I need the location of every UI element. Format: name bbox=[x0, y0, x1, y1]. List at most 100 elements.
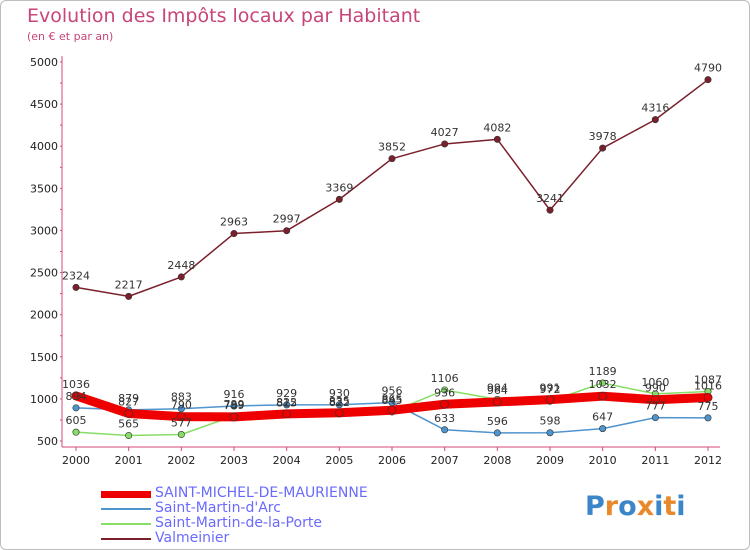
data-point bbox=[545, 395, 555, 404]
x-tick-label: 2002 bbox=[167, 454, 195, 467]
data-point bbox=[72, 404, 80, 412]
proxiti-logo: Proxiti bbox=[585, 491, 686, 522]
data-point bbox=[599, 379, 607, 387]
x-tick-label: 2007 bbox=[431, 454, 459, 467]
legend-swatch bbox=[101, 538, 151, 540]
data-label: 2217 bbox=[115, 278, 143, 291]
data-label: 799 bbox=[224, 398, 245, 411]
data-label: 1060 bbox=[641, 376, 669, 389]
data-label: 596 bbox=[487, 415, 508, 428]
y-tick-label: 5000 bbox=[30, 56, 58, 69]
data-label: 577 bbox=[171, 417, 192, 430]
data-point bbox=[441, 426, 449, 434]
data-label: 827 bbox=[118, 395, 139, 408]
y-tick-label: 4000 bbox=[30, 140, 58, 153]
data-label: 1087 bbox=[694, 374, 722, 387]
data-point bbox=[177, 412, 186, 421]
data-label: 598 bbox=[540, 415, 561, 428]
data-point bbox=[230, 402, 238, 410]
data-point bbox=[71, 391, 81, 401]
data-label: 815 bbox=[276, 396, 297, 409]
data-label: 633 bbox=[434, 412, 455, 425]
data-label: 789 bbox=[224, 399, 245, 412]
data-label: 822 bbox=[276, 396, 297, 409]
data-label: 916 bbox=[224, 388, 245, 401]
data-label: 790 bbox=[171, 399, 192, 412]
data-point bbox=[177, 273, 185, 281]
y-tick-label: 500 bbox=[37, 435, 58, 448]
data-point bbox=[546, 429, 554, 437]
data-label: 883 bbox=[171, 391, 192, 404]
chart-subtitle: (en € et par an) bbox=[27, 30, 114, 43]
data-point bbox=[441, 386, 449, 394]
x-tick-label: 2010 bbox=[589, 454, 617, 467]
x-tick-label: 2005 bbox=[325, 454, 353, 467]
data-label: 936 bbox=[434, 386, 455, 399]
data-label: 4027 bbox=[431, 126, 459, 139]
data-point bbox=[441, 140, 449, 148]
data-label: 1036 bbox=[62, 378, 90, 391]
data-point bbox=[282, 409, 291, 419]
legend-swatch bbox=[101, 523, 151, 525]
data-label: 845 bbox=[382, 394, 403, 407]
data-point bbox=[335, 408, 344, 418]
data-point bbox=[388, 155, 396, 163]
data-label: 2324 bbox=[62, 269, 90, 282]
data-label: 956 bbox=[382, 385, 403, 398]
data-label: 4082 bbox=[483, 121, 511, 134]
y-tick-label: 1500 bbox=[30, 351, 58, 364]
data-point bbox=[229, 412, 239, 422]
data-point bbox=[493, 397, 502, 407]
data-label: 1016 bbox=[694, 380, 722, 393]
x-tick-label: 2004 bbox=[273, 454, 301, 467]
data-point bbox=[387, 405, 397, 415]
data-label: 647 bbox=[592, 411, 613, 424]
data-point bbox=[335, 401, 343, 409]
data-label: 972 bbox=[540, 383, 561, 396]
y-tick-label: 2000 bbox=[30, 309, 58, 322]
y-tick-label: 3500 bbox=[30, 182, 58, 195]
data-label: 835 bbox=[329, 395, 350, 408]
data-point bbox=[599, 144, 607, 152]
data-label: 991 bbox=[540, 382, 561, 395]
chart-title: Evolution des Impôts locaux par Habitant bbox=[27, 5, 421, 27]
data-label: 2448 bbox=[167, 259, 195, 272]
data-point bbox=[493, 429, 501, 437]
data-label: 879 bbox=[118, 392, 139, 405]
data-label: 605 bbox=[66, 414, 87, 427]
data-point bbox=[124, 409, 133, 418]
data-point bbox=[72, 283, 80, 291]
data-label: 994 bbox=[487, 381, 508, 394]
x-tick-label: 2000 bbox=[62, 454, 90, 467]
data-point bbox=[704, 76, 712, 84]
x-tick-label: 2011 bbox=[641, 454, 669, 467]
legend-label: Saint-Martin-d'Arc bbox=[155, 500, 281, 516]
data-label: 565 bbox=[118, 418, 139, 431]
legend-label: Saint-Martin-de-la-Porte bbox=[155, 515, 322, 531]
data-label: 777 bbox=[645, 400, 666, 413]
data-label: 3369 bbox=[325, 181, 353, 194]
data-point bbox=[704, 414, 712, 422]
data-point bbox=[125, 432, 133, 440]
data-label: 2963 bbox=[220, 216, 248, 229]
x-tick-label: 2008 bbox=[483, 454, 511, 467]
data-label: 990 bbox=[645, 382, 666, 395]
data-label: 929 bbox=[276, 387, 297, 400]
x-tick-label: 2009 bbox=[536, 454, 564, 467]
x-tick-label: 2001 bbox=[115, 454, 143, 467]
legend-swatch bbox=[101, 490, 151, 498]
data-point bbox=[440, 399, 449, 409]
data-point bbox=[651, 395, 660, 405]
data-label: 930 bbox=[329, 387, 350, 400]
data-point bbox=[598, 391, 607, 401]
data-point bbox=[493, 135, 501, 143]
data-label: 4316 bbox=[641, 102, 669, 115]
x-tick-label: 2006 bbox=[378, 454, 406, 467]
data-point bbox=[599, 425, 607, 433]
data-point bbox=[177, 431, 185, 439]
data-label: 4790 bbox=[694, 62, 722, 75]
data-label: 964 bbox=[487, 384, 508, 397]
data-label: 894 bbox=[66, 390, 87, 403]
